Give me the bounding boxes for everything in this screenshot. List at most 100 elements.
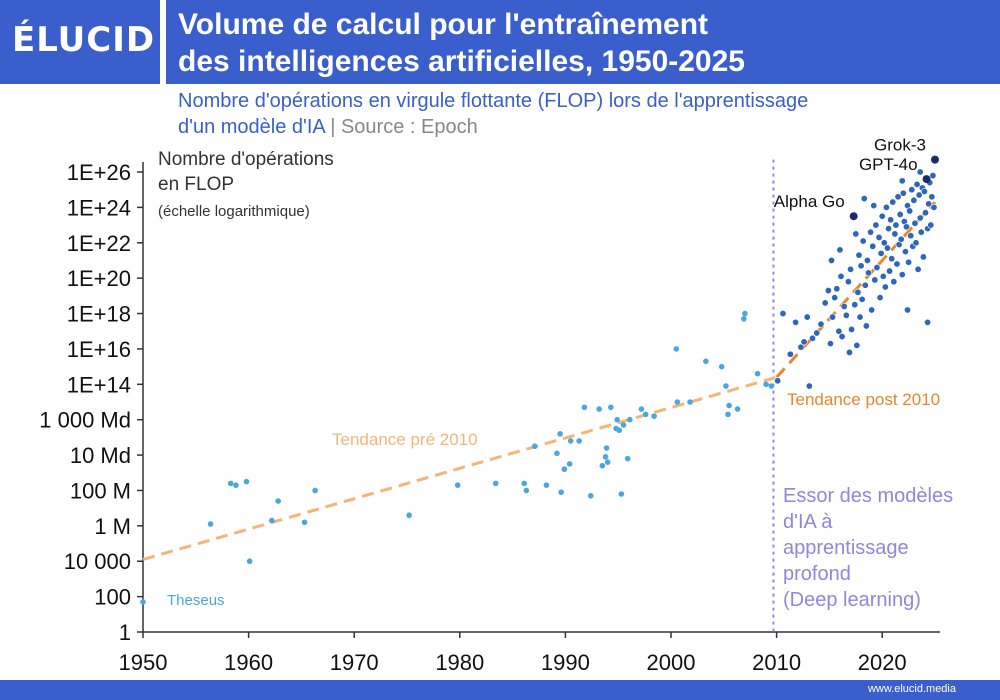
data-point bbox=[929, 172, 937, 180]
data-point bbox=[842, 311, 850, 319]
footer: www.elucid.media bbox=[0, 680, 1000, 700]
data-point bbox=[742, 310, 748, 317]
data-point bbox=[673, 346, 680, 352]
data-point bbox=[725, 411, 731, 418]
data-point bbox=[779, 310, 787, 318]
data-point bbox=[227, 480, 234, 487]
divider-label: Essor des modèles d'IA à apprentissage prof… bbox=[783, 485, 953, 611]
data-point bbox=[826, 340, 834, 348]
y-tick-label: 1 000 Md bbox=[39, 408, 131, 433]
data-point bbox=[642, 411, 649, 418]
data-point bbox=[886, 267, 894, 275]
data-point bbox=[792, 318, 800, 326]
y-tick-label: 1 M bbox=[94, 514, 131, 539]
data-point bbox=[916, 214, 924, 222]
data-point bbox=[838, 333, 846, 341]
data-point bbox=[809, 334, 817, 342]
y-tick-label: 1E+18 bbox=[67, 302, 131, 327]
data-point bbox=[906, 207, 914, 215]
data-point bbox=[856, 313, 864, 321]
y-axis-scale-note: (échelle logarithmique) bbox=[158, 203, 310, 220]
data-point bbox=[927, 221, 935, 229]
data-point bbox=[876, 294, 884, 302]
trend-label-pre-2010: Tendance pré 2010 bbox=[332, 430, 478, 449]
data-point bbox=[829, 313, 837, 321]
divider-label-line: (Deep learning) bbox=[783, 589, 921, 611]
footer-url[interactable]: www.elucid.media bbox=[867, 683, 956, 695]
data-point bbox=[492, 480, 499, 487]
title-line-2: des intelligences artificielles, 1950-20… bbox=[178, 45, 745, 78]
trend-label-post-2010: Tendance post 2010 bbox=[787, 390, 940, 409]
y-tick-label: 100 bbox=[94, 585, 131, 610]
data-point bbox=[901, 248, 909, 256]
y-tick-label: 1E+14 bbox=[67, 372, 131, 397]
data-point bbox=[920, 187, 928, 195]
title-line-1: Volume de calcul pour l'entraînement bbox=[178, 8, 709, 41]
data-point bbox=[888, 255, 896, 263]
y-tick-label: 1E+26 bbox=[67, 160, 131, 185]
brand-logo[interactable]: ÉLUCID bbox=[12, 20, 156, 60]
data-point bbox=[915, 191, 923, 199]
highlight-point bbox=[849, 212, 858, 221]
data-point bbox=[891, 230, 899, 238]
data-point bbox=[880, 239, 888, 247]
data-point bbox=[872, 221, 880, 229]
data-point bbox=[837, 272, 845, 280]
data-point bbox=[899, 189, 907, 197]
data-point bbox=[925, 200, 933, 208]
data-point bbox=[774, 377, 782, 385]
data-point bbox=[855, 251, 863, 259]
data-point bbox=[911, 219, 919, 227]
data-point bbox=[916, 168, 924, 176]
x-tick-label: 1990 bbox=[541, 650, 590, 675]
y-tick-label: 10 Md bbox=[70, 443, 131, 468]
data-point bbox=[840, 302, 848, 310]
annotation-label: Alpha Go bbox=[774, 192, 845, 211]
chart-panel bbox=[0, 84, 1000, 680]
x-tick-label: 2020 bbox=[858, 650, 907, 675]
data-point bbox=[862, 322, 870, 330]
data-point bbox=[803, 313, 811, 321]
data-point bbox=[599, 462, 606, 469]
y-tick-label: 1 bbox=[119, 620, 131, 645]
annotation-label: GPT-4o bbox=[859, 155, 918, 174]
data-point bbox=[875, 233, 883, 241]
data-point bbox=[604, 459, 611, 465]
data-point bbox=[275, 498, 281, 504]
data-point bbox=[616, 427, 623, 434]
data-point bbox=[638, 406, 645, 412]
x-tick-label: 1950 bbox=[119, 650, 168, 675]
data-point bbox=[881, 283, 889, 291]
data-point bbox=[897, 235, 905, 243]
data-point bbox=[887, 216, 895, 224]
data-point bbox=[836, 246, 844, 254]
subtitle-line-2: d'un modèle d'IA | Source : Epoch bbox=[178, 114, 988, 140]
data-point bbox=[848, 325, 856, 333]
divider-label-line: Essor des modèles bbox=[783, 485, 953, 507]
data-point bbox=[763, 381, 769, 388]
subtitle-line-1: Nombre d'opérations en virgule flottante… bbox=[178, 90, 809, 112]
data-point bbox=[835, 327, 843, 335]
data-point bbox=[833, 285, 841, 293]
y-axis-label-line-2: en FLOP bbox=[158, 174, 234, 195]
data-point bbox=[917, 228, 925, 236]
data-point bbox=[246, 558, 253, 565]
data-point bbox=[687, 399, 693, 405]
data-point bbox=[870, 202, 878, 210]
data-point bbox=[243, 478, 250, 485]
data-point bbox=[567, 438, 574, 444]
data-point bbox=[896, 210, 904, 218]
y-axis: 1 100 10 000 1 M 100 M 10 Md 1 000 Md 1E+14 1E+1… bbox=[39, 160, 144, 645]
data-point bbox=[557, 431, 563, 437]
data-point bbox=[723, 383, 729, 389]
data-point bbox=[813, 329, 821, 337]
x-tick-label: 1960 bbox=[224, 650, 273, 675]
data-point bbox=[892, 221, 900, 229]
data-point bbox=[828, 256, 836, 264]
data-point bbox=[596, 406, 602, 412]
data-point bbox=[726, 402, 732, 409]
data-point bbox=[889, 198, 897, 206]
divider-label-line: profond bbox=[783, 563, 851, 585]
data-point bbox=[928, 193, 936, 201]
data-points bbox=[140, 156, 939, 605]
